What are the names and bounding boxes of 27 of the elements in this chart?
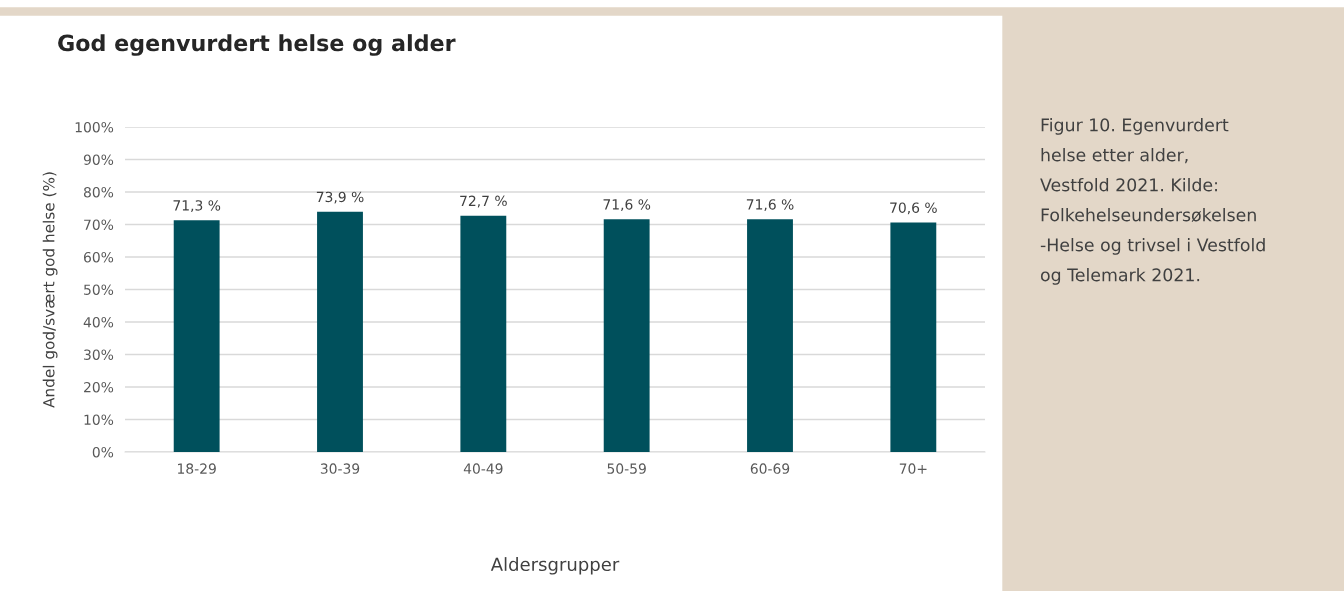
y-tick-label: 40% bbox=[83, 316, 114, 328]
data-label: 70,6 % bbox=[890, 202, 937, 215]
x-tick-label: 18-29 bbox=[178, 463, 216, 474]
x-tick-label: 50-59 bbox=[607, 463, 646, 474]
data-label: 71,3 % bbox=[173, 200, 221, 213]
x-tick-label: 30-39 bbox=[320, 463, 360, 474]
x-axis-title: Aldersgrupper bbox=[490, 557, 620, 575]
x-tick-label: 70+ bbox=[899, 463, 927, 474]
y-tick-label: 50% bbox=[84, 284, 114, 295]
y-tick-label: 90% bbox=[83, 154, 114, 165]
x-tick-label: 60-69 bbox=[750, 463, 790, 474]
y-tick-label: 100% bbox=[75, 121, 114, 133]
text: Figur 10. Egenvurdert helse etter alder, Vestfold 2021. Kilde: Folkehelseundersøkelsen -Helse og trivsel i Vestfold og Telemark 2021. bbox=[1040, 118, 1265, 285]
y-tick-label: 0% bbox=[92, 446, 114, 458]
y-tick-label: 80% bbox=[83, 186, 114, 198]
data-label: 73,9 % bbox=[316, 191, 364, 204]
data-label: 71,6 % bbox=[603, 199, 651, 212]
data-label: 71,6 % bbox=[746, 199, 794, 212]
y-tick-label: 70% bbox=[84, 219, 114, 230]
data-label: 72,7 % bbox=[460, 195, 507, 208]
chart-title: God egenvurdert helse og alder bbox=[58, 34, 456, 56]
y-tick-label: 30% bbox=[84, 349, 114, 360]
y-tick-label: 10% bbox=[84, 414, 114, 425]
y-tick-label: 20% bbox=[84, 381, 114, 393]
y-axis-title: Andel god/svært god helse (%) bbox=[42, 172, 58, 408]
x-tick-label: 40-49 bbox=[463, 463, 503, 474]
y-tick-label: 60% bbox=[83, 251, 114, 263]
